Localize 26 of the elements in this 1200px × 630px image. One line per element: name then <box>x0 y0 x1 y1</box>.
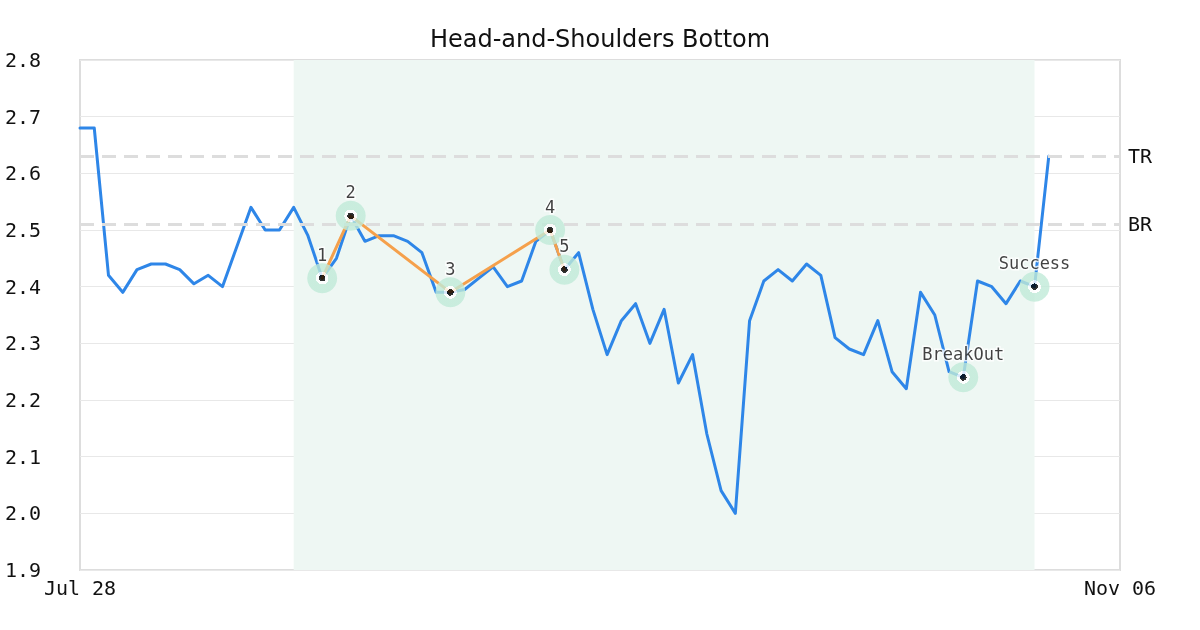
y-tick-label: 2.7 <box>5 104 42 129</box>
y-tick-label: 2.2 <box>5 388 42 412</box>
ref-line-label: BR <box>1128 212 1154 237</box>
series-label: 5 <box>559 236 570 257</box>
point <box>435 277 466 308</box>
series-label: 2 <box>345 182 356 203</box>
series-label: 4 <box>545 196 556 217</box>
point <box>335 200 366 231</box>
y-tick-label: 2.1 <box>5 444 42 469</box>
y-tick-label: 2.6 <box>5 161 42 186</box>
y-tick-label: 2.4 <box>5 274 42 299</box>
chart-title: Head-and-Shoulders Bottom <box>429 25 771 53</box>
y-tick-label: 2.8 <box>5 48 42 72</box>
point <box>1019 271 1050 302</box>
x-tick-label: Nov 06 <box>1083 576 1157 600</box>
x-tick-label: Jul 28 <box>43 576 117 600</box>
ref-line-label: TR <box>1128 144 1154 169</box>
series-label: 1 <box>317 244 328 265</box>
series-label: 3 <box>445 258 456 279</box>
point <box>948 362 979 393</box>
y-tick-label: 2.3 <box>5 331 42 356</box>
point <box>549 254 580 285</box>
y-tick-label: 2.0 <box>5 501 42 526</box>
y-tick-label: 2.5 <box>5 218 42 242</box>
y-tick-label: 1.9 <box>5 558 42 582</box>
point <box>307 263 338 294</box>
